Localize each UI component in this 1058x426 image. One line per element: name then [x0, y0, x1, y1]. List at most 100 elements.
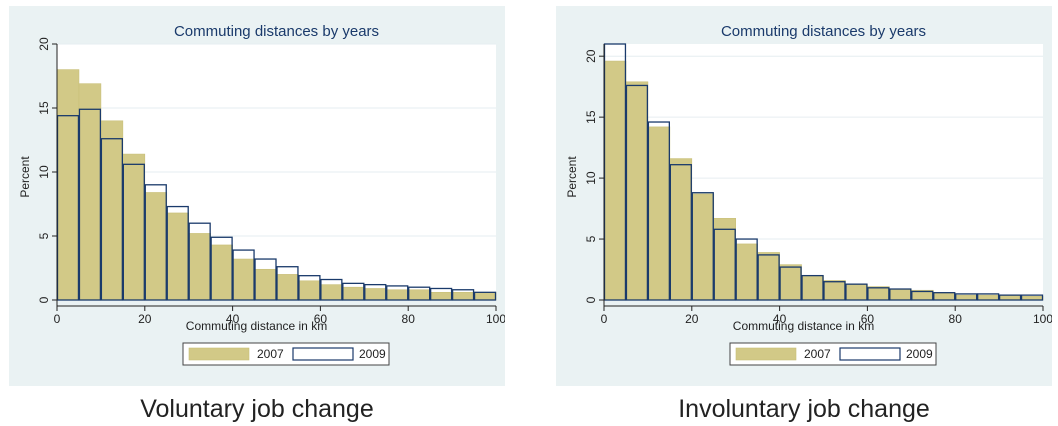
- y-tick-label: 20: [584, 49, 598, 63]
- bar-2009: [647, 121, 671, 301]
- bar-2007: [932, 292, 956, 301]
- y-tick-label: 10: [584, 171, 598, 185]
- y-axis-label: Percent: [565, 156, 579, 198]
- bar-2009: [166, 205, 189, 301]
- x-tick-label: 40: [773, 312, 787, 326]
- x-tick-label: 20: [685, 312, 699, 326]
- chart-title: Commuting distances by years: [721, 23, 926, 40]
- bar-2007: [691, 193, 715, 301]
- bar-2009: [254, 258, 277, 301]
- bar-2009: [933, 292, 956, 301]
- bar-2009: [429, 287, 453, 301]
- bar-2007: [845, 283, 868, 301]
- legend-swatch-2007: [188, 347, 250, 361]
- x-axis-label: Commuting distance in km: [186, 319, 327, 333]
- legend-swatch-2007: [735, 347, 797, 361]
- bar-2007: [407, 289, 431, 301]
- legend-label-2009: 2009: [906, 347, 933, 361]
- bar-2007: [122, 153, 146, 301]
- bar-2009: [342, 282, 365, 301]
- bar-2009: [691, 192, 714, 301]
- bar-2009: [188, 222, 211, 301]
- bar-2007: [232, 258, 255, 301]
- bar-2009: [78, 108, 102, 301]
- legend-label-2007: 2007: [804, 347, 831, 361]
- bar-2009: [801, 274, 824, 301]
- bar-2009: [232, 249, 255, 301]
- bar-2009: [779, 266, 802, 301]
- bar-2007: [298, 280, 321, 301]
- bar-2007: [188, 233, 211, 301]
- x-axis-label: Commuting distance in km: [733, 319, 874, 333]
- bar-2007: [385, 289, 409, 301]
- bar-2007: [735, 243, 758, 301]
- bar-2007: [363, 288, 387, 301]
- bar-2007: [78, 83, 102, 301]
- bar-2009: [625, 84, 649, 301]
- bar-2007: [779, 264, 802, 301]
- bar-2009: [713, 228, 736, 301]
- bar-2009: [976, 293, 1000, 301]
- bar-2009: [669, 164, 692, 301]
- bar-2009: [122, 163, 145, 301]
- bar-2009: [408, 286, 431, 301]
- bar-2007: [254, 268, 277, 301]
- bar-2009: [955, 293, 978, 301]
- x-tick-label: 20: [138, 312, 152, 326]
- bar-2007: [451, 292, 475, 301]
- bar-2007: [166, 212, 190, 301]
- bar-2007: [210, 244, 233, 301]
- bar-2009: [144, 184, 167, 301]
- legend-swatch-2009: [839, 347, 901, 361]
- x-tick-label: 100: [1033, 312, 1052, 326]
- bar-2009: [845, 283, 868, 301]
- chart-svg-voluntary: Commuting distances by years 0 5 10 15 20 0 20 4…: [18, 23, 505, 366]
- bar-2009: [386, 285, 409, 301]
- x-tick-label: 60: [861, 312, 875, 326]
- bar-2009: [276, 266, 299, 301]
- y-tick-label: 15: [584, 110, 598, 124]
- y-axis-label: Percent: [18, 156, 32, 198]
- bar-2007: [954, 294, 978, 301]
- bar-2009: [889, 288, 912, 301]
- legend-label-2007: 2007: [257, 347, 284, 361]
- chart-svg-involuntary: Commuting distances by years 0 5 10 15 20 0 20 4…: [565, 23, 1052, 366]
- bar-2007: [603, 60, 627, 301]
- bar-2007: [473, 292, 497, 301]
- chart-panel-voluntary: Commuting distances by years 0 5 10 15 20 0 20 4…: [9, 6, 505, 386]
- bar-2007: [823, 280, 846, 301]
- legend-label-2009: 2009: [359, 347, 386, 361]
- bar-2009: [998, 294, 1022, 301]
- bar-2009: [911, 290, 934, 301]
- bar-2009: [823, 281, 846, 301]
- y-tick-label: 15: [37, 101, 51, 115]
- bar-2007: [56, 69, 80, 301]
- bar-2007: [976, 294, 1000, 301]
- bar-2007: [625, 81, 649, 301]
- bar-2007: [889, 288, 912, 301]
- bar-2009: [735, 238, 758, 301]
- bar-2009: [364, 283, 387, 301]
- x-tick-label: 100: [486, 312, 505, 326]
- bar-2007: [801, 275, 824, 301]
- bar-2007: [713, 218, 737, 301]
- bar-2007: [320, 284, 343, 301]
- chart-title: Commuting distances by years: [174, 23, 379, 40]
- y-tick-label: 5: [584, 235, 598, 242]
- bar-2009: [210, 236, 233, 301]
- y-tick-label: 0: [584, 296, 598, 303]
- x-tick-label: 80: [402, 312, 416, 326]
- bar-2009: [1020, 294, 1044, 301]
- bar-2007: [998, 294, 1022, 301]
- caption-involuntary: Involuntary job change: [678, 395, 930, 423]
- bar-2009: [320, 278, 343, 301]
- y-tick-label: 0: [37, 296, 51, 303]
- legend-swatch-2009: [292, 347, 354, 361]
- bar-2007: [647, 126, 671, 301]
- bar-2009: [451, 289, 475, 301]
- y-tick-label: 10: [37, 165, 51, 179]
- x-tick-label: 60: [314, 312, 328, 326]
- x-tick-label: 0: [54, 312, 61, 326]
- caption-voluntary: Voluntary job change: [140, 395, 374, 423]
- bar-2007: [867, 286, 890, 301]
